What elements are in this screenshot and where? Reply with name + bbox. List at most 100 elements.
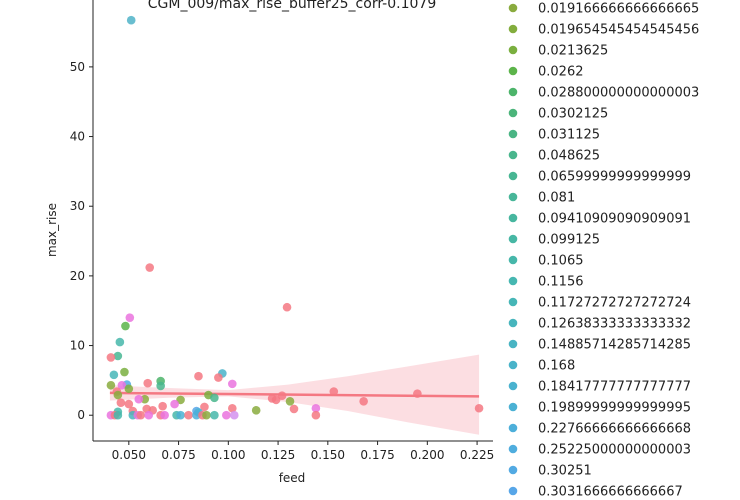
legend-marker (508, 381, 518, 391)
x-axis-label: feed (279, 471, 306, 485)
data-point (113, 390, 123, 400)
legend-marker (508, 213, 518, 223)
x-tick-label: 0.075 (161, 448, 195, 462)
legend-label: 0.09410909090909091 (538, 212, 691, 227)
data-point (311, 410, 321, 420)
legend-label: 0.18417777777777777 (538, 380, 691, 395)
legend-marker (508, 423, 518, 433)
data-point (176, 410, 185, 420)
legend-label: 0.1065 (538, 254, 584, 269)
legend-label: 0.099125 (538, 233, 600, 248)
legend-marker (508, 150, 518, 160)
data-point (329, 387, 339, 396)
data-point (214, 373, 223, 382)
scatter-points (106, 15, 484, 420)
x-ticks: 0.050 0.075 0.100 0.125 0.150 0.175 0.200 0.225 (112, 441, 494, 462)
legend-label: 0.028800000000000003 (538, 86, 699, 101)
data-point (285, 396, 295, 406)
data-point (160, 410, 169, 420)
data-point (126, 15, 136, 25)
data-point (121, 321, 130, 331)
data-point (115, 337, 125, 347)
data-point (125, 313, 135, 322)
data-point (113, 351, 123, 361)
legend-marker (508, 24, 518, 34)
x-tick-label: 0.175 (360, 448, 394, 462)
legend-label: 0.019166666666666665 (538, 2, 699, 17)
data-point (192, 410, 201, 420)
legend-label: 0.0302125 (538, 107, 608, 122)
data-point (140, 394, 150, 404)
y-tick-label: 20 (70, 269, 85, 283)
y-tick-label: 50 (70, 60, 85, 74)
data-point (311, 403, 321, 413)
data-point (184, 410, 193, 420)
legend-label: 0.14885714285714285 (538, 338, 691, 353)
data-point (116, 398, 126, 407)
data-point (210, 410, 219, 420)
legend-label: 0.25225000000000003 (538, 443, 691, 458)
data-point (359, 396, 368, 406)
legend-marker (508, 192, 518, 202)
legend-label: 0.12638333333333332 (538, 317, 691, 332)
y-tick-label: 0 (77, 408, 85, 422)
data-point (117, 380, 127, 390)
data-point (145, 263, 155, 272)
data-point (176, 395, 185, 405)
legend-marker (508, 87, 518, 97)
y-ticks: 0 10 20 30 40 50 (70, 60, 93, 422)
x-tick-label: 0.150 (311, 448, 345, 462)
legend-marker (508, 339, 518, 349)
y-axis-label: max_rise (45, 203, 59, 257)
data-point (271, 395, 281, 405)
y-tick-label: 40 (70, 130, 85, 144)
data-point (200, 402, 209, 412)
legend-marker (508, 465, 518, 475)
data-point (144, 410, 154, 420)
x-tick-label: 0.225 (460, 448, 494, 462)
data-point (289, 404, 299, 414)
data-point (109, 370, 119, 380)
data-point (143, 378, 153, 388)
legend-label: 0.30251 (538, 464, 592, 479)
data-point (413, 389, 422, 398)
data-point (210, 393, 219, 403)
legend-marker (508, 66, 518, 76)
data-point (202, 410, 211, 420)
data-point (156, 381, 165, 391)
legend-label: 0.019654545454545456 (538, 23, 699, 38)
data-point (113, 410, 123, 420)
x-tick-label: 0.100 (211, 448, 245, 462)
data-point (229, 410, 239, 420)
legend-marker (508, 402, 518, 412)
legend-label: 0.048625 (538, 149, 600, 164)
legend: 0.019166666666666665 0.019654545454545456… (508, 2, 699, 500)
legend-marker (508, 45, 518, 55)
legend-marker (508, 360, 518, 370)
legend-marker (508, 3, 518, 13)
data-point (120, 367, 129, 377)
legend-label: 0.1156 (538, 275, 584, 290)
legend-label: 0.031125 (538, 128, 600, 143)
legend-marker (508, 297, 518, 307)
data-point (228, 379, 237, 389)
chart-title: CGM_009/max_rise_buffer25_corr-0.1079 (148, 0, 436, 12)
legend-label: 0.168 (538, 359, 575, 374)
legend-marker (508, 129, 518, 139)
legend-marker (508, 444, 518, 454)
data-point (134, 394, 144, 404)
data-point (158, 401, 167, 411)
data-point (474, 403, 484, 413)
legend-marker (508, 486, 518, 496)
legend-label: 0.3031666666666667 (538, 485, 683, 500)
data-point (170, 399, 179, 409)
x-tick-label: 0.050 (112, 448, 146, 462)
legend-marker (508, 255, 518, 265)
data-point (136, 410, 146, 420)
legend-label: 0.06599999999999999 (538, 170, 691, 185)
data-point (124, 384, 134, 394)
x-tick-label: 0.200 (410, 448, 444, 462)
data-point (106, 380, 116, 390)
legend-label: 0.19899999999999995 (538, 401, 691, 416)
